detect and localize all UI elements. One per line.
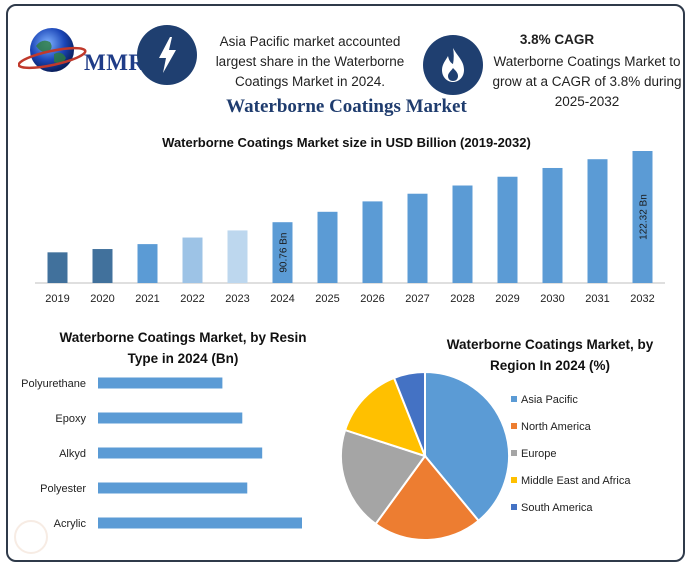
x-tick-2025: 2025 [315,293,339,305]
flame-icon [423,35,483,95]
data-label-2024: 90.76 Bn [279,233,290,273]
legend-label-asia-pacific: Asia Pacific [521,394,578,406]
resin-label-acrylic: Acrylic [54,518,87,530]
resin-bar-chart: Polyurethane Epoxy Alkyd Polyester Acrylic [21,377,302,530]
x-tick-2026: 2026 [360,293,384,305]
bar-2032 [632,151,653,283]
x-tick-2031: 2031 [585,293,609,305]
pie-slice-europe [340,428,427,526]
x-tick-2027: 2027 [405,293,429,305]
resin-label-epoxy: Epoxy [55,413,86,425]
legend-swatch-north-america [511,423,517,429]
legend-label-north-america: North America [521,421,592,433]
lightning-icon [137,25,197,85]
pie-slice-north-america [374,454,480,541]
x-tick-2019: 2019 [45,293,69,305]
x-tick-2023: 2023 [225,293,249,305]
bar-2025 [317,211,338,283]
bar-2024 [272,222,293,283]
region-pie-chart: Asia Pacific North America Europe Middle Ea… [340,370,631,541]
resin-bar-polyurethane [98,377,223,389]
bar-2026 [362,201,383,283]
resin-bar-epoxy [98,412,243,424]
legend-label-europe: Europe [521,448,556,460]
market-size-bar-chart: 2019 2020 2021 2022 2023 2024 90.76 Bn 2025 2026… [35,151,665,305]
legend-swatch-asia-pacific [511,396,517,402]
bar-2027 [407,193,428,283]
bar-2020 [92,249,113,283]
cagr-heading: 3.8% CAGR [519,32,595,47]
bar-2021 [137,244,158,283]
legend-label-south-america: South America [521,502,593,514]
watermark-seal [14,520,48,554]
x-tick-2028: 2028 [450,293,474,305]
page-title: Waterborne Coatings Market [226,96,467,117]
region-chart-title: Waterborne Coatings Market, by Region In… [446,337,654,373]
x-tick-2020: 2020 [90,293,114,305]
x-tick-2029: 2029 [495,293,519,305]
x-tick-2022: 2022 [180,293,204,305]
pie-slice-south-america [392,370,426,457]
bar-2030 [542,167,563,283]
resin-chart-title: Waterborne Coatings Market, by Resin Typ… [59,330,307,366]
info-asia-pacific: Asia Pacific market accounted largest sh… [215,34,405,89]
legend-swatch-south-america [511,504,517,510]
pie-slice-middle-east-and-africa [343,376,427,458]
info-cagr: Waterborne Coatings Market to grow at a … [492,54,682,109]
resin-label-polyester: Polyester [40,483,86,495]
bar-2023 [227,230,248,283]
data-label-2032: 122.32 Bn [639,194,650,240]
legend-swatch-middle-east-and-africa [511,477,517,483]
resin-bar-polyester [98,482,248,494]
resin-label-polyurethane: Polyurethane [21,378,86,390]
resin-label-alkyd: Alkyd [59,448,86,460]
x-tick-2021: 2021 [135,293,159,305]
bar-chart-title: Waterborne Coatings Market size in USD B… [162,135,531,150]
bar-2022 [182,237,203,283]
legend-label-middle-east-and-africa: Middle East and Africa [521,475,631,487]
bar-2019 [47,252,68,283]
pie-slice-asia-pacific [424,370,510,523]
x-tick-2030: 2030 [540,293,564,305]
mmr-logo: MMR [18,28,145,80]
globe-icon [18,28,87,72]
x-tick-2024: 2024 [270,293,294,305]
logo-text: MMR [84,50,146,75]
x-tick-2032: 2032 [630,293,654,305]
resin-bar-acrylic [98,517,302,529]
bar-2031 [587,159,608,283]
resin-bar-alkyd [98,447,263,459]
legend-swatch-europe [511,450,517,456]
bar-2028 [452,185,473,283]
bar-2029 [497,176,518,283]
